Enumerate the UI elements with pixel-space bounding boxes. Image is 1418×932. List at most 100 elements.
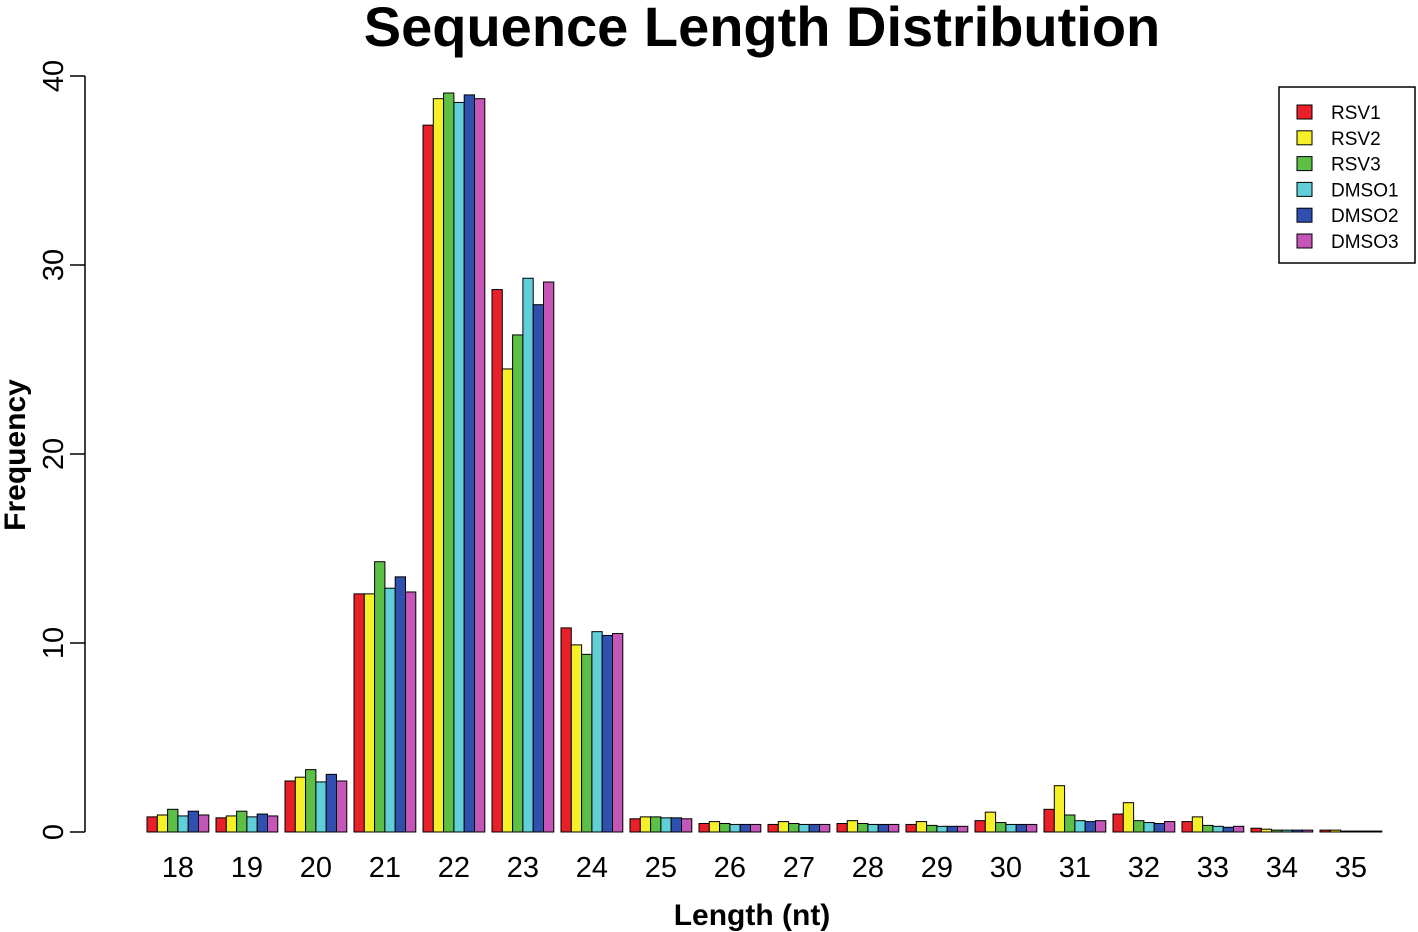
bar-RSV3-25 bbox=[650, 816, 662, 833]
bar-RSV2-20 bbox=[294, 776, 307, 833]
bar-RSV2-35 bbox=[1329, 829, 1342, 833]
bar-DMSO3-21 bbox=[405, 591, 417, 833]
bar-RSV1-33 bbox=[1181, 821, 1193, 833]
bar-DMSO3-27 bbox=[819, 823, 831, 833]
bar-DMSO3-32 bbox=[1164, 821, 1176, 833]
bar-DMSO2-24 bbox=[601, 634, 614, 833]
legend-swatch-RSV3 bbox=[1296, 156, 1313, 172]
bar-DMSO3-34 bbox=[1302, 829, 1314, 833]
bar-DMSO2-23 bbox=[532, 304, 545, 833]
bar-DMSO3-18 bbox=[198, 814, 210, 833]
x-tick-label: 29 bbox=[921, 852, 953, 884]
bar-DMSO1-29 bbox=[936, 825, 948, 833]
bar-DMSO1-18 bbox=[177, 815, 189, 833]
legend-swatch-DMSO2 bbox=[1296, 207, 1313, 223]
legend-label-DMSO3: DMSO3 bbox=[1331, 232, 1399, 253]
legend-swatch-RSV2 bbox=[1296, 130, 1313, 146]
chart-title: Sequence Length Distribution bbox=[364, 0, 1160, 58]
legend-label-RSV3: RSV3 bbox=[1331, 155, 1381, 176]
bar-group-22 bbox=[422, 92, 486, 833]
bar-RSV1-32 bbox=[1112, 813, 1124, 833]
bar-DMSO2-35 bbox=[1360, 830, 1372, 833]
bar-group-25 bbox=[629, 816, 693, 833]
bar-DMSO1-35 bbox=[1350, 830, 1362, 833]
bar-DMSO1-19 bbox=[246, 816, 258, 833]
y-tick-label: 10 bbox=[38, 627, 70, 659]
bar-RSV3-30 bbox=[995, 822, 1007, 833]
bar-RSV2-33 bbox=[1191, 816, 1204, 833]
bar-group-19 bbox=[215, 810, 279, 833]
x-tick-label: 19 bbox=[231, 852, 263, 884]
x-tick-label: 21 bbox=[369, 852, 401, 884]
bar-RSV2-23 bbox=[501, 368, 514, 833]
bar-RSV2-27 bbox=[777, 821, 790, 833]
legend-swatch-DMSO1 bbox=[1296, 181, 1313, 197]
bar-RSV1-31 bbox=[1043, 808, 1055, 833]
bar-group-23 bbox=[491, 277, 555, 833]
bar-DMSO3-23 bbox=[543, 281, 555, 833]
bar-RSV3-28 bbox=[857, 822, 869, 833]
bar-RSV2-28 bbox=[846, 820, 859, 833]
bar-RSV3-35 bbox=[1340, 830, 1352, 833]
bar-group-33 bbox=[1181, 816, 1245, 833]
bar-RSV1-21 bbox=[353, 593, 365, 833]
legend-label-DMSO2: DMSO2 bbox=[1331, 206, 1399, 227]
bar-DMSO2-27 bbox=[808, 823, 821, 833]
bar-RSV1-22 bbox=[422, 124, 434, 833]
y-tick-label: 30 bbox=[38, 249, 70, 281]
x-tick-label: 22 bbox=[438, 852, 470, 884]
bar-RSV3-31 bbox=[1064, 814, 1076, 833]
bar-group-27 bbox=[767, 821, 831, 833]
x-tick-label: 32 bbox=[1128, 852, 1160, 884]
bar-group-31 bbox=[1043, 785, 1107, 833]
bar-RSV3-24 bbox=[581, 653, 593, 833]
x-tick-label: 28 bbox=[852, 852, 884, 884]
bar-DMSO3-31 bbox=[1095, 820, 1107, 833]
bar-DMSO2-20 bbox=[325, 773, 338, 833]
bar-group-35 bbox=[1319, 829, 1383, 833]
bar-RSV1-20 bbox=[284, 780, 296, 833]
bar-DMSO3-19 bbox=[267, 815, 279, 833]
bar-DMSO2-29 bbox=[946, 825, 959, 833]
bar-group-30 bbox=[974, 811, 1038, 833]
bar-DMSO2-31 bbox=[1084, 821, 1096, 833]
bar-groups bbox=[146, 92, 1383, 833]
bar-group-21 bbox=[353, 561, 417, 833]
bar-group-32 bbox=[1112, 802, 1176, 833]
bar-DMSO2-18 bbox=[187, 810, 199, 833]
y-axis: 0 10 20 30 40 bbox=[38, 60, 86, 840]
bar-DMSO2-34 bbox=[1291, 829, 1303, 833]
bar-DMSO1-32 bbox=[1143, 822, 1155, 833]
bar-DMSO1-21 bbox=[384, 587, 396, 833]
bar-group-20 bbox=[284, 769, 348, 833]
x-tick-labels: 18 19 20 21 22 23 24 25 26 27 28 29 30 31 32 33 34 35 bbox=[162, 852, 1367, 884]
x-axis-label: Length (nt) bbox=[674, 899, 831, 932]
bar-RSV3-18 bbox=[167, 808, 179, 833]
y-tick-label: 20 bbox=[38, 438, 70, 470]
bar-RSV1-30 bbox=[974, 820, 986, 833]
x-tick-label: 30 bbox=[990, 852, 1022, 884]
y-tick-label: 40 bbox=[38, 60, 70, 92]
bar-RSV3-26 bbox=[719, 822, 731, 833]
x-tick-label: 27 bbox=[783, 852, 815, 884]
x-tick-label: 35 bbox=[1335, 852, 1367, 884]
bar-DMSO1-31 bbox=[1074, 820, 1086, 833]
bar-RSV2-32 bbox=[1122, 802, 1135, 833]
bar-RSV3-27 bbox=[788, 822, 800, 833]
x-tick-label: 25 bbox=[645, 852, 677, 884]
bar-group-26 bbox=[698, 821, 762, 833]
x-tick-label: 24 bbox=[576, 852, 608, 884]
bar-DMSO2-32 bbox=[1153, 822, 1165, 833]
bar-RSV3-22 bbox=[443, 92, 455, 833]
legend-label-RSV1: RSV1 bbox=[1331, 103, 1381, 124]
bar-DMSO3-20 bbox=[336, 780, 348, 833]
bar-DMSO2-30 bbox=[1015, 823, 1028, 833]
bar-DMSO2-26 bbox=[739, 823, 752, 833]
bar-DMSO1-22 bbox=[453, 101, 465, 833]
x-tick-label: 20 bbox=[300, 852, 332, 884]
bar-RSV1-19 bbox=[215, 817, 227, 833]
bar-RSV2-30 bbox=[984, 811, 997, 833]
bar-DMSO1-25 bbox=[660, 817, 672, 833]
bar-RSV2-31 bbox=[1053, 785, 1066, 833]
